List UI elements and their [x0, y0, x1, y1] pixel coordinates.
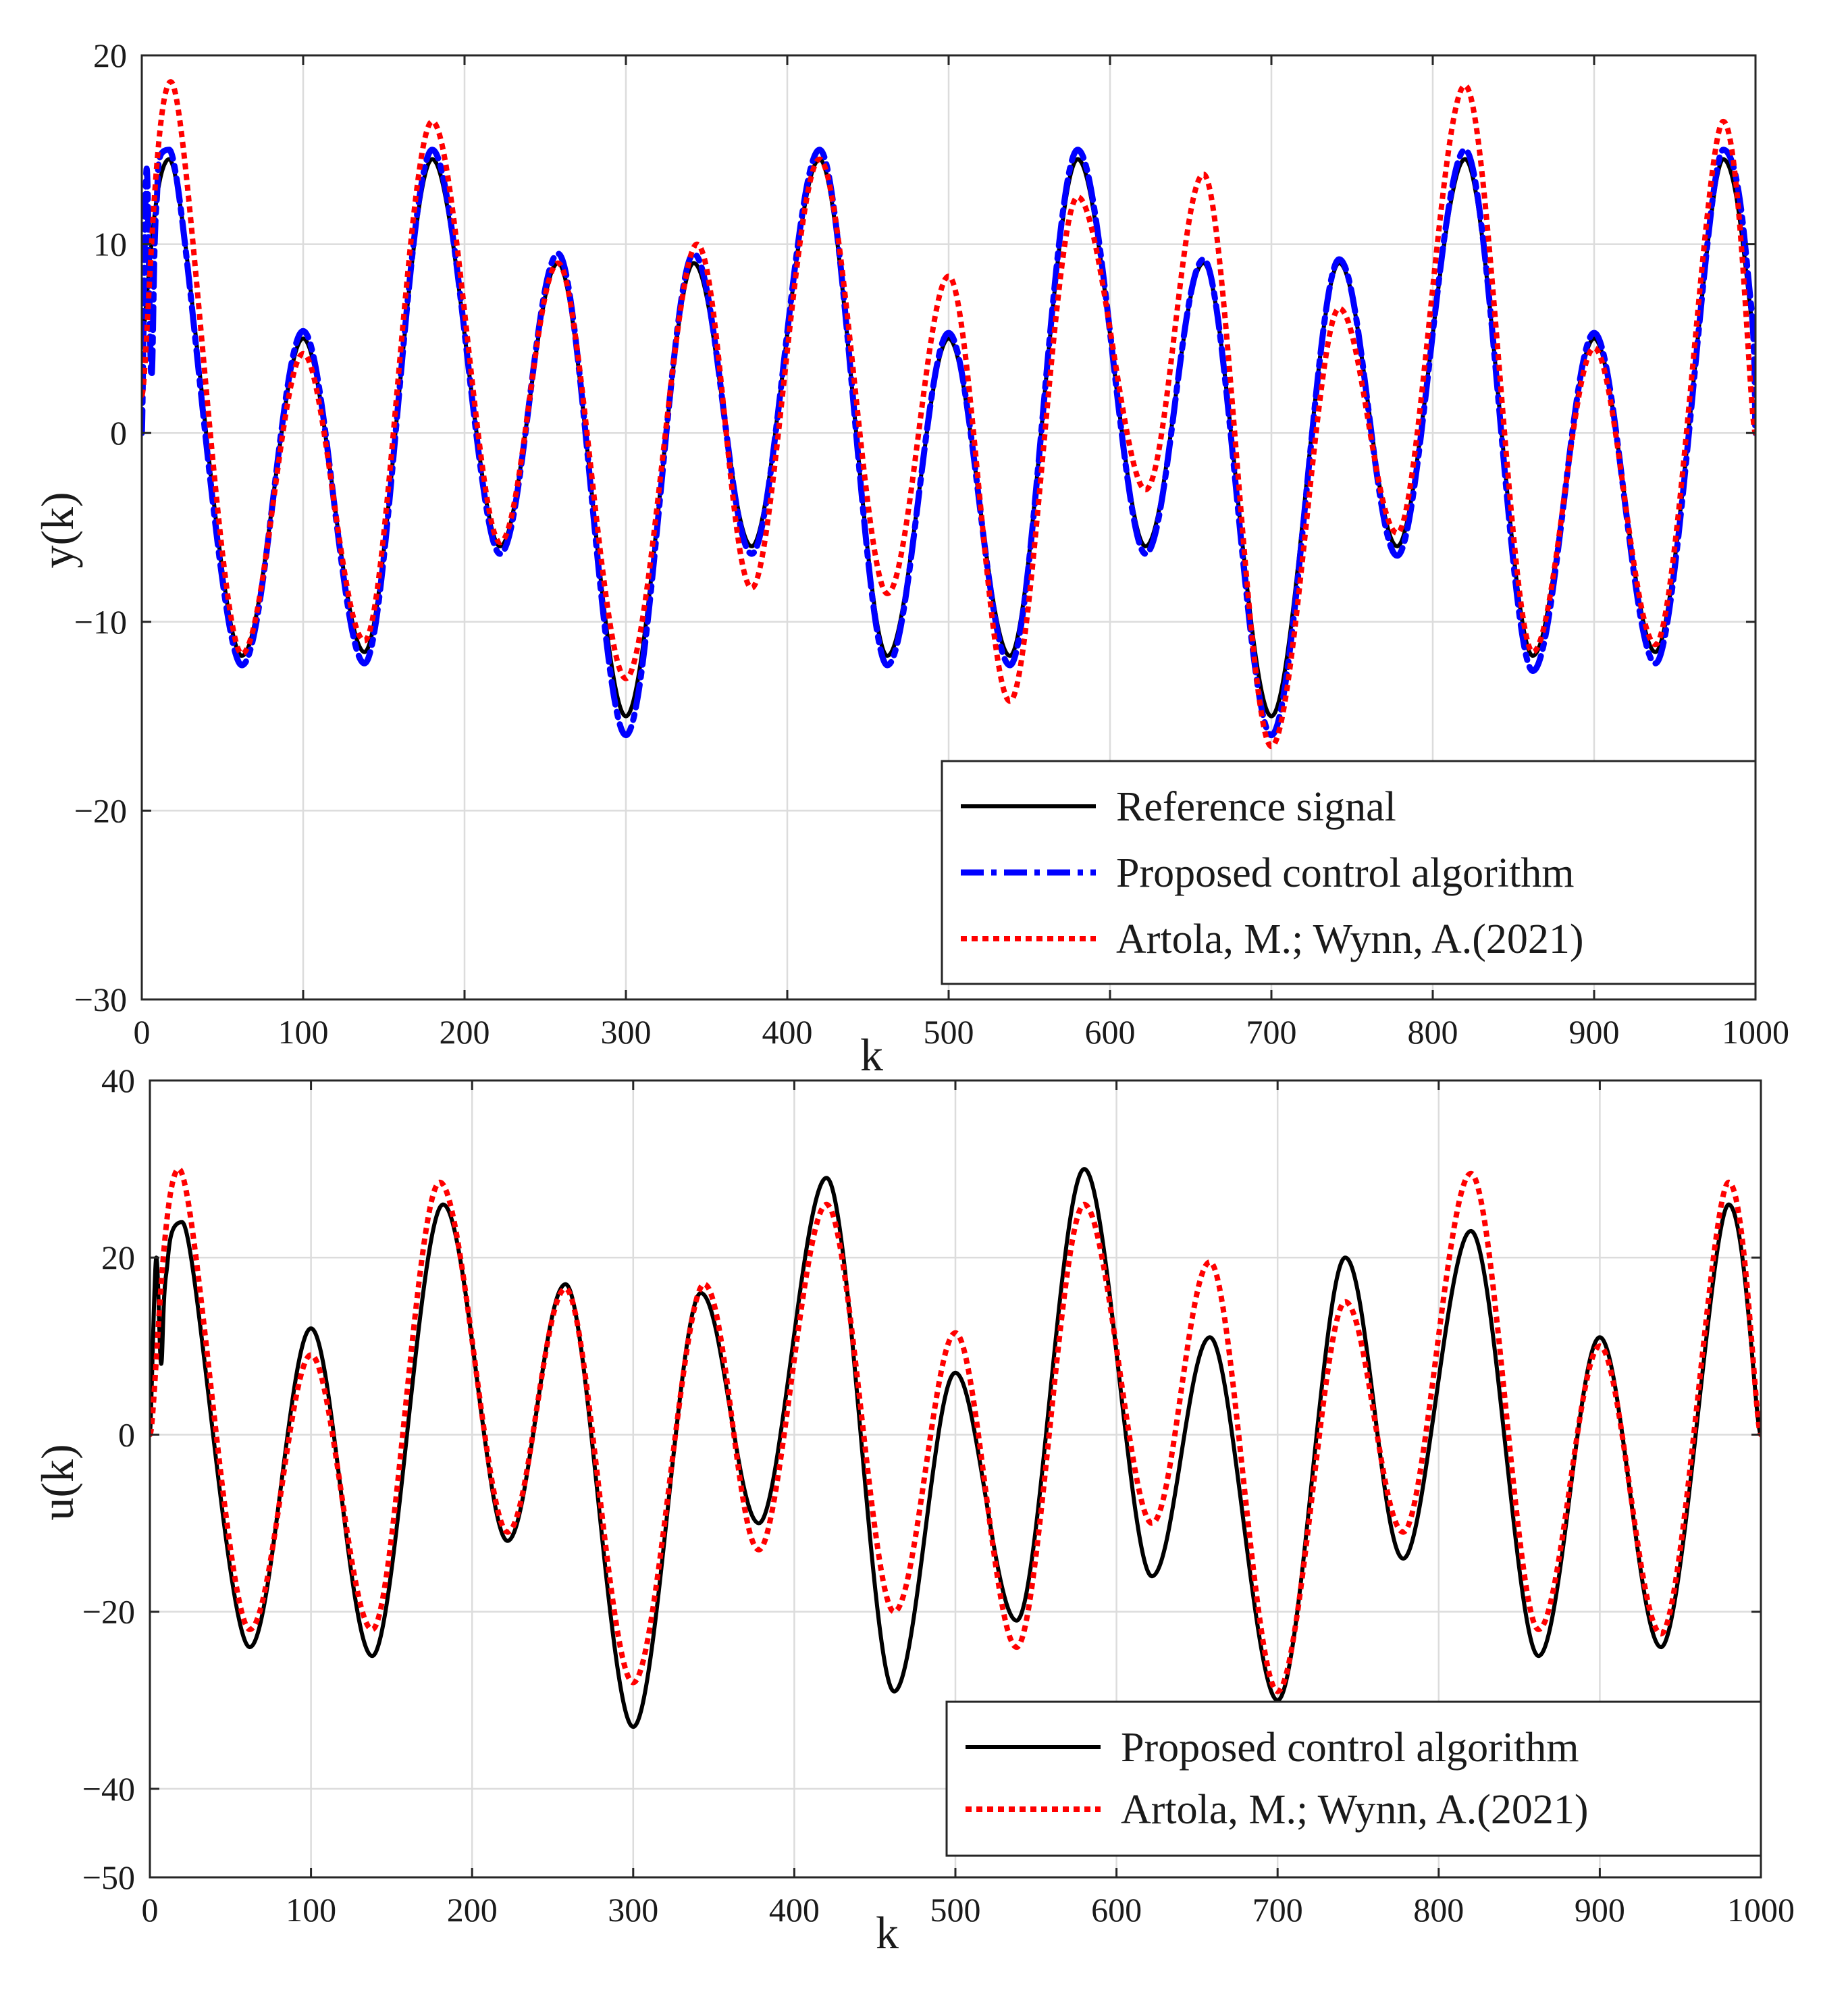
x-tick-label: 100: [278, 1013, 329, 1051]
series-line-1: [142, 147, 1755, 739]
x-tick-label: 1000: [1722, 1013, 1789, 1051]
x-tick-label: 0: [142, 1891, 159, 1929]
x-tick-label: 500: [924, 1013, 974, 1051]
x-tick-label: 800: [1413, 1891, 1464, 1929]
legend-label-2: Artola, M.; Wynn, A.(2021): [1116, 916, 1584, 962]
y-tick-label: 20: [93, 36, 127, 74]
y-axis-label: y(k): [32, 492, 83, 568]
legend-label-0: Reference signal: [1116, 784, 1396, 830]
x-tick-label: 200: [440, 1013, 490, 1051]
x-tick-label: 0: [134, 1013, 151, 1051]
series-line-0: [150, 1167, 1761, 1729]
y-tick-label: 10: [93, 226, 127, 263]
legend: Reference signal Proposed control algorit…: [941, 760, 1757, 985]
x-tick-label: 1000: [1727, 1891, 1795, 1929]
series-line-1: [150, 1166, 1761, 1694]
x-tick-label: 600: [1091, 1891, 1142, 1929]
x-tick-label: 300: [601, 1013, 652, 1051]
legend-label-1: Artola, M.; Wynn, A.(2021): [1121, 1787, 1589, 1833]
x-tick-label: 200: [447, 1891, 498, 1929]
y-tick-label: −20: [82, 1593, 135, 1631]
y-tick-label: −40: [82, 1770, 135, 1808]
y-tick-label: 0: [110, 414, 127, 452]
x-axis-label: k: [876, 1907, 899, 1958]
y-tick-label: −30: [74, 981, 127, 1018]
legend-box: [941, 760, 1757, 985]
legend-label-1: Proposed control algorithm: [1116, 850, 1574, 896]
series-group: [150, 1166, 1761, 1729]
y-tick-label: 0: [118, 1415, 135, 1453]
x-tick-label: 700: [1252, 1891, 1303, 1929]
x-tick-label: 300: [608, 1891, 658, 1929]
y-tick-label: −20: [74, 791, 127, 829]
y-axis-label: u(k): [32, 1444, 83, 1520]
x-tick-label: 900: [1575, 1891, 1625, 1929]
x-tick-label: 400: [769, 1891, 820, 1929]
legend: Proposed control algorithm Artola, M.; Wy…: [945, 1700, 1762, 1857]
x-tick-label: 700: [1246, 1013, 1297, 1051]
x-tick-label: 900: [1569, 1013, 1620, 1051]
y-tick-label: −50: [82, 1858, 135, 1896]
x-tick-label: 800: [1408, 1013, 1458, 1051]
bottom-panel-u-plot: 0 100 200 300 400 500 600 700 800 900 1000−50−40−2…: [32, 1062, 1795, 1958]
y-tick-label: 20: [101, 1239, 135, 1276]
x-axis-label: k: [860, 1029, 883, 1080]
x-tick-label: 400: [762, 1013, 813, 1051]
x-tick-label: 500: [930, 1891, 981, 1929]
x-tick-label: 600: [1085, 1013, 1136, 1051]
top-panel-y-plot: 0 100 200 300 400 500 600 700 800 900 1000−30−20−1…: [32, 36, 1789, 1080]
legend-box: [945, 1700, 1762, 1857]
legend-label-0: Proposed control algorithm: [1121, 1725, 1579, 1771]
series-group: [142, 79, 1755, 750]
series-line-2: [142, 79, 1755, 750]
y-tick-label: −10: [74, 603, 127, 641]
x-tick-label: 100: [286, 1891, 336, 1929]
y-tick-label: 40: [101, 1062, 135, 1099]
